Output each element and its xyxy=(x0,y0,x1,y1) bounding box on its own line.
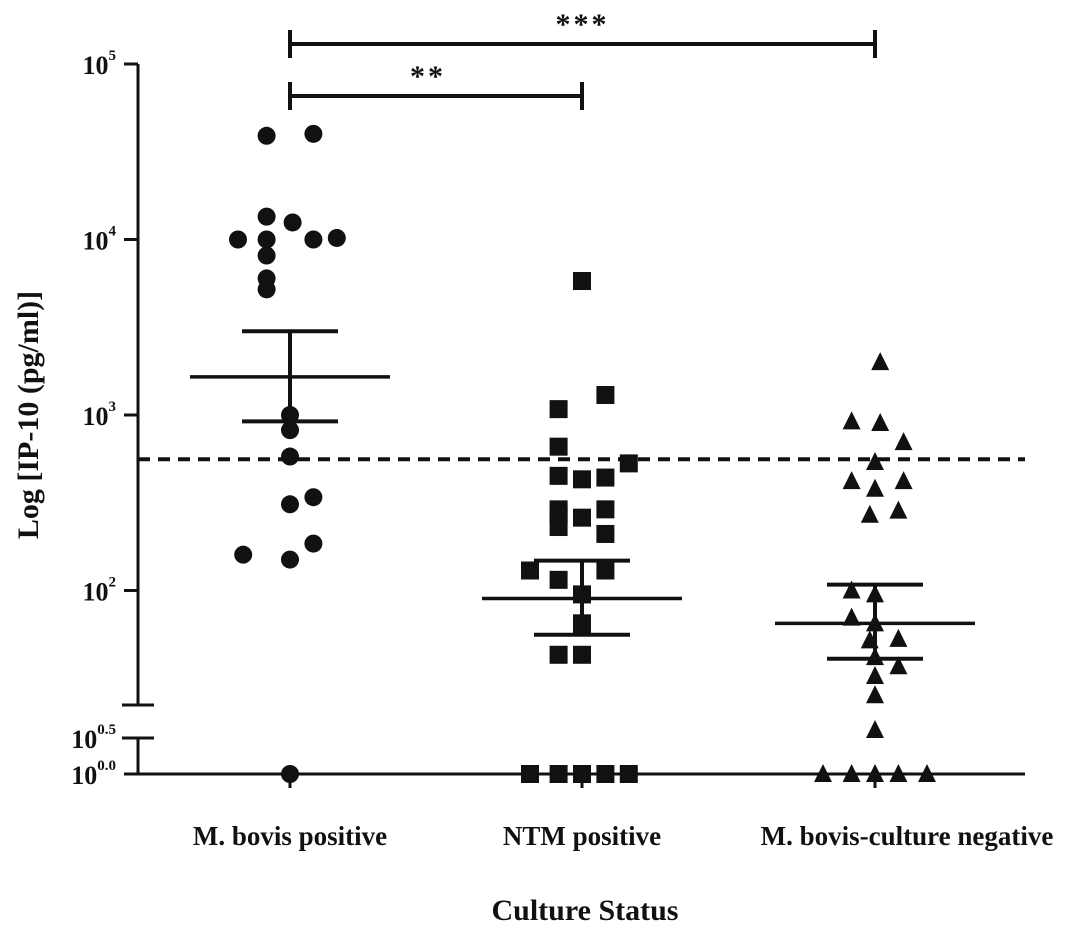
point-2-3 xyxy=(894,432,913,451)
x-axis-title: Culture Status xyxy=(492,894,679,927)
point-2-6 xyxy=(894,471,913,490)
point-2-9 xyxy=(889,500,908,519)
point-1-3 xyxy=(549,437,568,456)
point-2-23 xyxy=(866,764,884,782)
point-1-14 xyxy=(521,561,539,580)
point-1-16 xyxy=(549,570,568,589)
y-tick-upper-1-label: 103 xyxy=(83,399,117,431)
point-1-5 xyxy=(549,466,568,485)
point-1-6 xyxy=(573,470,591,489)
point-0-5 xyxy=(257,230,276,249)
point-1-20 xyxy=(549,645,568,664)
point-2-22 xyxy=(842,764,861,782)
point-1-21 xyxy=(573,645,591,664)
point-0-0 xyxy=(257,126,276,145)
y-tick-lower-1-label: 100.5 xyxy=(71,722,116,754)
point-0-18 xyxy=(281,550,299,569)
sig-label-1: *** xyxy=(556,8,610,41)
point-2-18 xyxy=(866,666,884,685)
point-2-12 xyxy=(842,607,861,626)
point-0-19 xyxy=(281,765,299,783)
axis-labels: Culture Status Log [IP-10 (pg/ml)] xyxy=(12,291,678,927)
point-2-4 xyxy=(866,451,884,470)
significance-brackets: ***** xyxy=(288,8,877,110)
point-2-5 xyxy=(842,471,861,490)
point-2-8 xyxy=(860,504,879,523)
point-1-25 xyxy=(596,765,615,783)
point-2-21 xyxy=(814,764,832,782)
data-points xyxy=(229,124,936,783)
point-0-13 xyxy=(281,447,299,466)
point-1-13 xyxy=(596,524,615,543)
point-0-8 xyxy=(257,246,276,265)
point-2-19 xyxy=(866,685,884,704)
point-2-7 xyxy=(866,478,884,497)
point-0-4 xyxy=(229,230,247,249)
point-1-15 xyxy=(596,561,615,580)
y-tick-lower-0-label: 100.0 xyxy=(71,758,116,790)
y-tick-upper-3-label: 105 xyxy=(83,48,117,80)
point-1-26 xyxy=(619,765,638,783)
point-0-12 xyxy=(281,421,299,440)
point-0-17 xyxy=(234,545,253,564)
point-0-14 xyxy=(304,488,323,507)
point-0-10 xyxy=(257,280,276,299)
point-2-10 xyxy=(842,580,861,599)
x-tick-label-2: M. bovis-culture negative xyxy=(761,821,1054,851)
mean-and-error-bars xyxy=(190,329,975,661)
point-0-1 xyxy=(304,124,323,143)
point-0-7 xyxy=(327,228,346,247)
point-1-7 xyxy=(596,468,615,487)
point-1-23 xyxy=(549,765,568,783)
point-0-2 xyxy=(257,207,276,226)
y-tick-upper-0-label: 102 xyxy=(83,575,117,607)
point-1-22 xyxy=(521,765,539,783)
point-1-4 xyxy=(619,454,638,473)
y-axis-title: Log [IP-10 (pg/ml)] xyxy=(12,291,45,539)
point-0-16 xyxy=(304,534,323,553)
y-tick-upper-2-label: 104 xyxy=(83,224,117,256)
point-2-20 xyxy=(866,720,884,739)
point-1-24 xyxy=(573,765,591,783)
point-1-9 xyxy=(596,500,615,519)
point-0-6 xyxy=(304,230,323,249)
point-2-17 xyxy=(889,656,908,675)
point-2-25 xyxy=(918,764,936,782)
point-1-1 xyxy=(596,386,615,405)
point-2-0 xyxy=(871,352,890,371)
x-tick-label-0: M. bovis positive xyxy=(193,821,387,851)
point-2-24 xyxy=(889,764,908,782)
x-tick-label-1: NTM positive xyxy=(503,821,661,851)
point-2-2 xyxy=(871,413,890,432)
point-1-0 xyxy=(573,272,591,291)
point-2-1 xyxy=(842,411,861,430)
point-1-2 xyxy=(549,400,568,419)
point-0-15 xyxy=(281,495,299,514)
point-0-3 xyxy=(283,213,302,232)
point-1-12 xyxy=(549,518,568,537)
sig-label-0: ** xyxy=(410,60,446,93)
point-1-11 xyxy=(573,508,591,527)
point-2-14 xyxy=(889,628,908,647)
